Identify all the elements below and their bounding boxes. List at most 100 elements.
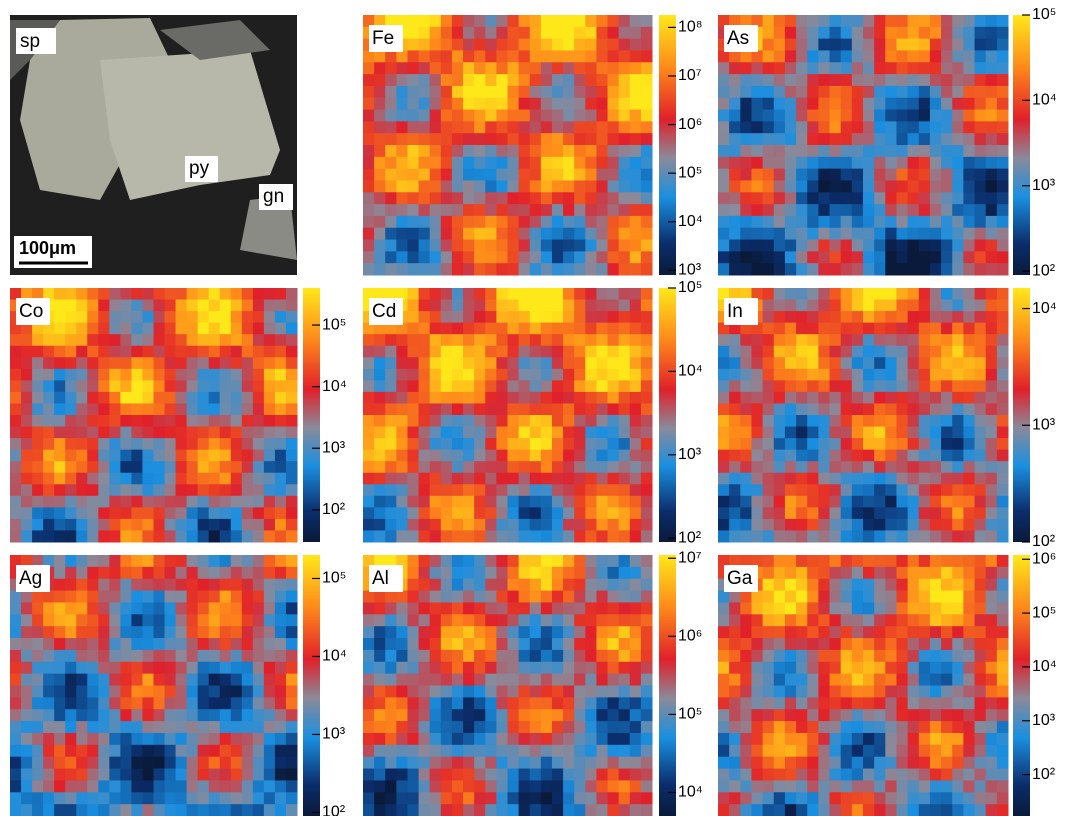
map-pixel	[807, 697, 819, 709]
map-pixel	[98, 638, 110, 650]
map-pixel	[220, 721, 232, 733]
map-pixel	[841, 473, 853, 485]
map-pixel	[154, 369, 166, 381]
map-pixel	[198, 602, 210, 614]
map-pixel	[109, 769, 121, 781]
map-pixel	[275, 567, 287, 579]
map-pixel	[885, 288, 897, 300]
map-pixel	[519, 74, 531, 86]
map-pixel	[485, 263, 497, 275]
map-pixel	[508, 780, 520, 792]
map-pixel	[396, 240, 408, 252]
map-pixel	[54, 614, 66, 626]
map-pixel	[120, 334, 132, 346]
map-pixel	[807, 638, 819, 650]
map-pixel	[508, 769, 520, 781]
map-pixel	[896, 415, 908, 427]
map-pixel	[975, 757, 987, 769]
map-pixel	[785, 311, 797, 323]
map-pixel	[530, 519, 542, 531]
map-pixel	[396, 263, 408, 275]
map-pixel	[986, 697, 998, 709]
map-pixel	[530, 757, 542, 769]
map-pixel	[485, 614, 497, 626]
map-pixel	[574, 579, 586, 591]
map-pixel	[630, 357, 642, 369]
map-pixel	[98, 662, 110, 674]
map-pixel	[231, 427, 243, 439]
map-pixel	[264, 804, 276, 816]
map-pixel	[641, 602, 653, 614]
map-pixel	[154, 346, 166, 358]
map-pixel	[98, 484, 110, 496]
map-pixel	[563, 228, 575, 240]
map-pixel	[198, 311, 210, 323]
map-pixel	[619, 204, 631, 216]
map-pixel	[863, 62, 875, 74]
map-pixel	[585, 27, 597, 39]
map-pixel	[198, 780, 210, 792]
map-pixel	[896, 769, 908, 781]
map-pixel	[852, 461, 864, 473]
map-pixel	[142, 438, 154, 450]
map-pixel	[198, 530, 210, 542]
map-pixel	[740, 686, 752, 698]
map-pixel	[941, 62, 953, 74]
map-pixel	[908, 133, 920, 145]
map-pixel	[519, 427, 531, 439]
map-pixel	[253, 686, 265, 698]
map-pixel	[630, 450, 642, 462]
map-pixel	[630, 334, 642, 346]
map-pixel	[508, 62, 520, 74]
map-pixel	[763, 602, 775, 614]
tick-label: 10⁵	[322, 316, 346, 333]
map-pixel	[253, 733, 265, 745]
map-pixel	[874, 567, 886, 579]
map-pixel	[818, 614, 830, 626]
map-pixel	[574, 133, 586, 145]
map-pixel	[419, 745, 431, 757]
map-pixel	[419, 427, 431, 439]
map-pixel	[154, 567, 166, 579]
map-pixel	[619, 792, 631, 804]
map-pixel	[154, 323, 166, 335]
map-pixel	[563, 311, 575, 323]
map-pixel	[852, 473, 864, 485]
map-pixel	[363, 507, 375, 519]
map-pixel	[830, 697, 842, 709]
map-pixel	[508, 251, 520, 263]
map-pixel	[807, 757, 819, 769]
map-pixel	[863, 74, 875, 86]
map-pixel	[76, 323, 88, 335]
map-pixel	[452, 228, 464, 240]
map-pixel	[585, 496, 597, 508]
map-pixel	[807, 427, 819, 439]
map-pixel	[863, 39, 875, 51]
map-pixel	[154, 438, 166, 450]
map-pixel	[508, 721, 520, 733]
map-pixel	[441, 157, 453, 169]
map-pixel	[619, 27, 631, 39]
map-pixel	[363, 591, 375, 603]
map-pixel	[874, 192, 886, 204]
map-pixel	[165, 626, 177, 638]
map-pixel	[874, 251, 886, 263]
map-pixel	[563, 674, 575, 686]
map-pixel	[474, 133, 486, 145]
map-pixel	[930, 74, 942, 86]
map-pixel	[852, 674, 864, 686]
map-pixel	[419, 192, 431, 204]
map-pixel	[10, 804, 22, 816]
map-pixel	[774, 98, 786, 110]
map-pixel	[10, 780, 22, 792]
map-pixel	[874, 98, 886, 110]
map-pixel	[952, 216, 964, 228]
map-pixel	[109, 662, 121, 674]
map-pixel	[997, 392, 1009, 404]
map-pixel	[220, 346, 232, 358]
map-pixel	[630, 62, 642, 74]
map-pixel	[596, 39, 608, 51]
map-pixel	[463, 357, 475, 369]
map-pixel	[275, 311, 287, 323]
map-pixel	[941, 733, 953, 745]
